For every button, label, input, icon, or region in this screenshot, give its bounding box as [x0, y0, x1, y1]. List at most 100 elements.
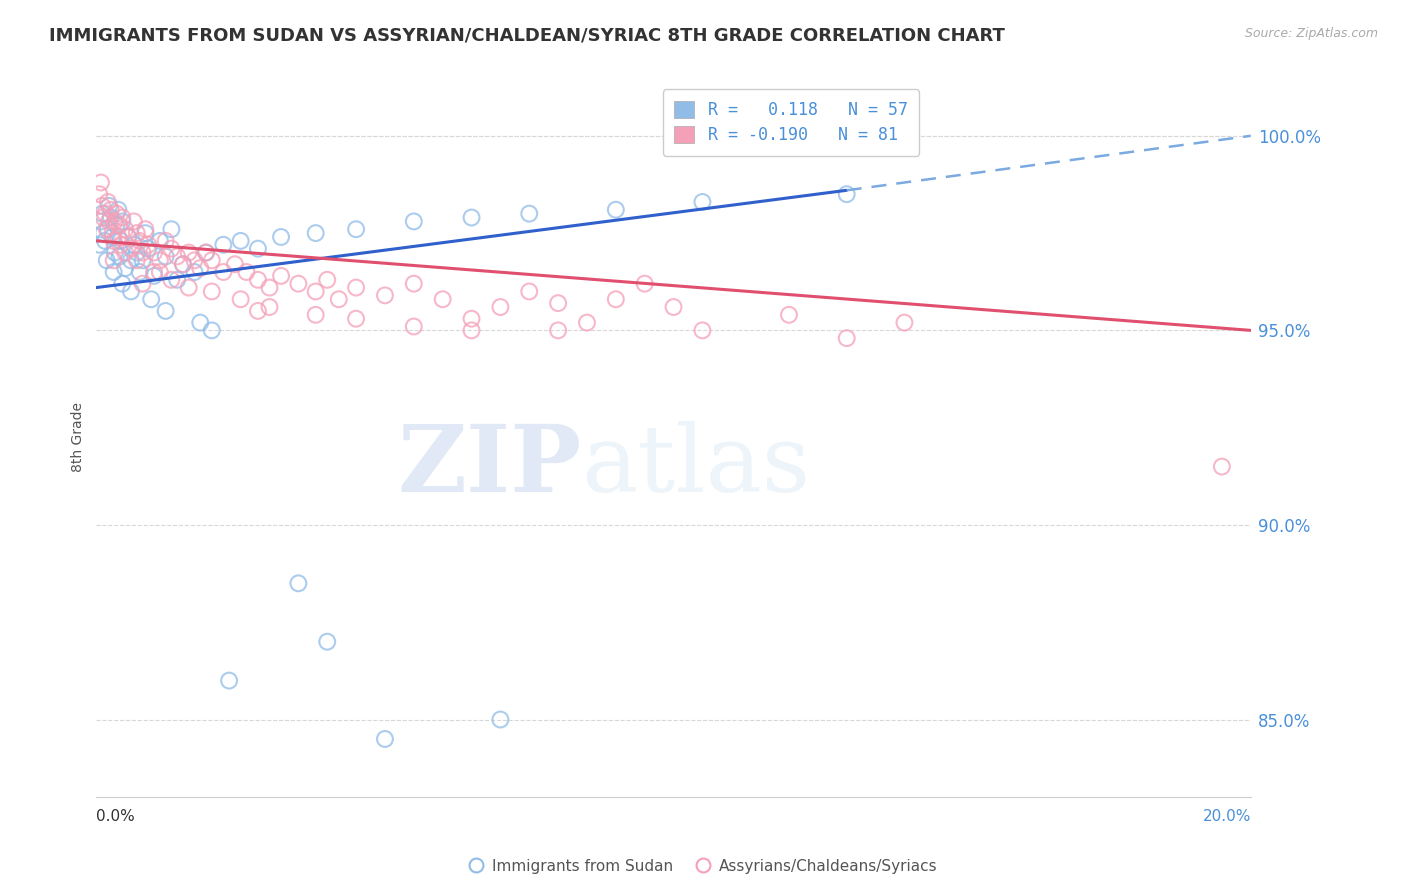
Point	[402, 277, 425, 291]
Point	[246, 242, 269, 256]
Point	[110, 237, 132, 252]
Text: atlas: atlas	[581, 421, 810, 511]
Point	[287, 277, 309, 291]
Point	[122, 214, 145, 228]
Point	[101, 230, 124, 244]
Point	[103, 265, 125, 279]
Point	[100, 202, 122, 217]
Point	[131, 253, 153, 268]
Point	[224, 257, 246, 271]
Point	[149, 253, 172, 268]
Point	[328, 292, 350, 306]
Point	[270, 268, 292, 283]
Point	[218, 673, 240, 688]
Point	[90, 176, 112, 190]
Y-axis label: 8th Grade: 8th Grade	[72, 402, 86, 473]
Point	[374, 731, 396, 746]
Point	[107, 230, 129, 244]
Point	[117, 230, 139, 244]
Point	[316, 273, 339, 287]
Point	[183, 253, 205, 268]
Point	[114, 245, 136, 260]
Point	[195, 245, 218, 260]
Point	[143, 265, 166, 279]
Point	[160, 222, 183, 236]
Point	[120, 285, 142, 299]
Point	[305, 226, 328, 240]
Point	[98, 214, 121, 228]
Point	[460, 211, 482, 225]
Point	[344, 222, 367, 236]
Point	[517, 207, 540, 221]
Point	[128, 265, 150, 279]
Point	[131, 245, 153, 260]
Point	[98, 199, 121, 213]
Point	[662, 300, 685, 314]
Point	[344, 311, 367, 326]
Point	[692, 194, 714, 209]
Point	[172, 257, 194, 271]
Point	[111, 214, 134, 228]
Point	[125, 245, 148, 260]
Point	[270, 230, 292, 244]
Text: IMMIGRANTS FROM SUDAN VS ASSYRIAN/CHALDEAN/SYRIAC 8TH GRADE CORRELATION CHART: IMMIGRANTS FROM SUDAN VS ASSYRIAN/CHALDE…	[49, 27, 1005, 45]
Point	[460, 311, 482, 326]
Point	[893, 316, 915, 330]
Legend: Immigrants from Sudan, Assyrians/Chaldeans/Syriacs: Immigrants from Sudan, Assyrians/Chaldea…	[463, 853, 943, 880]
Point	[110, 234, 132, 248]
Point	[155, 304, 177, 318]
Point	[246, 304, 269, 318]
Point	[183, 265, 205, 279]
Point	[89, 237, 111, 252]
Point	[547, 323, 569, 337]
Point	[201, 285, 224, 299]
Point	[91, 207, 114, 221]
Point	[177, 245, 200, 260]
Text: Source: ZipAtlas.com: Source: ZipAtlas.com	[1244, 27, 1378, 40]
Point	[134, 222, 156, 236]
Point	[177, 280, 200, 294]
Point	[160, 273, 183, 287]
Point	[131, 277, 153, 291]
Point	[259, 300, 281, 314]
Point	[149, 234, 172, 248]
Point	[287, 576, 309, 591]
Point	[547, 296, 569, 310]
Point	[125, 253, 148, 268]
Point	[94, 207, 117, 221]
Point	[103, 234, 125, 248]
Point	[166, 249, 188, 263]
Point	[91, 199, 114, 213]
Point	[692, 323, 714, 337]
Point	[201, 253, 224, 268]
Point	[246, 273, 269, 287]
Point	[160, 242, 183, 256]
Point	[103, 253, 125, 268]
Point	[91, 211, 114, 225]
Point	[835, 331, 858, 345]
Point	[575, 316, 598, 330]
Point	[114, 222, 136, 236]
Point	[143, 245, 166, 260]
Point	[201, 323, 224, 337]
Point	[259, 280, 281, 294]
Point	[108, 249, 131, 263]
Point	[90, 214, 112, 228]
Point	[97, 194, 120, 209]
Legend: R =   0.118   N = 57, R = -0.190   N = 81: R = 0.118 N = 57, R = -0.190 N = 81	[662, 89, 920, 156]
Point	[136, 242, 159, 256]
Text: 0.0%: 0.0%	[97, 809, 135, 824]
Point	[104, 245, 127, 260]
Point	[166, 273, 188, 287]
Point	[134, 226, 156, 240]
Point	[105, 207, 128, 221]
Point	[143, 268, 166, 283]
Point	[114, 261, 136, 276]
Point	[195, 245, 218, 260]
Text: 20.0%: 20.0%	[1202, 809, 1251, 824]
Point	[97, 222, 120, 236]
Point	[108, 219, 131, 233]
Point	[155, 234, 177, 248]
Point	[94, 234, 117, 248]
Point	[605, 202, 627, 217]
